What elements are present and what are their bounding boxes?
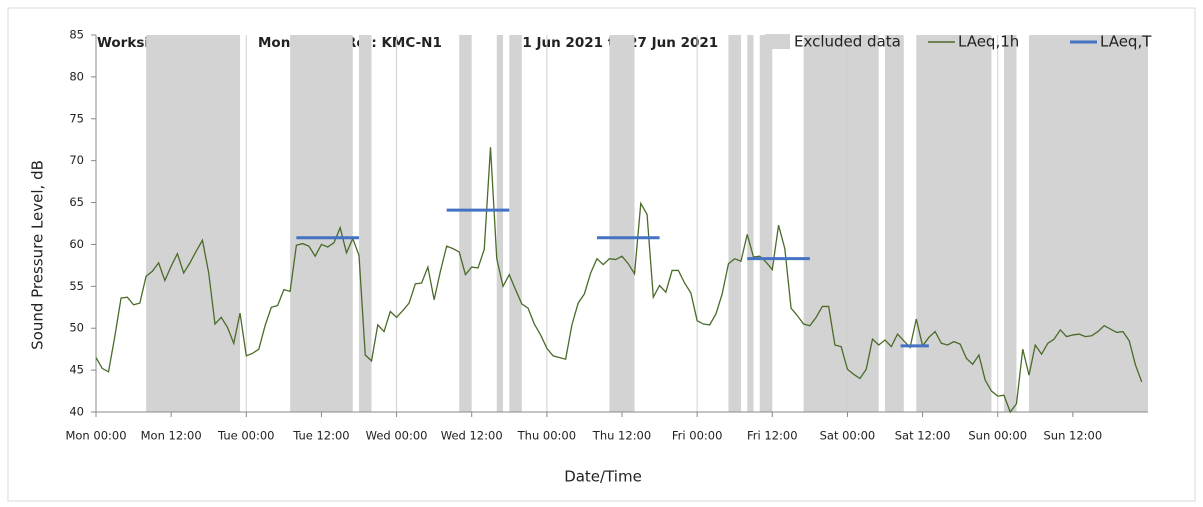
- x-tick-label: Sun 00:00: [968, 429, 1027, 443]
- excluded-band: [885, 35, 904, 412]
- y-tick-label: 55: [69, 279, 84, 293]
- x-tick-label: Sat 12:00: [895, 429, 951, 443]
- x-tick-label: Thu 00:00: [517, 429, 576, 443]
- x-tick-label: Tue 00:00: [217, 429, 274, 443]
- x-tick-label: Sat 00:00: [820, 429, 876, 443]
- excluded-band: [1029, 35, 1148, 412]
- excluded-band: [803, 35, 879, 412]
- x-tick-label: Thu 12:00: [592, 429, 651, 443]
- y-tick-label: 65: [69, 195, 84, 209]
- y-axis-label: Sound Pressure Level, dB: [29, 160, 47, 350]
- excluded-band: [609, 35, 635, 412]
- excluded-band: [496, 35, 504, 412]
- excluded-band: [359, 35, 372, 412]
- excluded-band: [759, 35, 773, 412]
- y-tick-label: 40: [69, 405, 84, 419]
- x-tick-label: Fri 00:00: [672, 429, 723, 443]
- x-axis-label: Date/Time: [564, 468, 642, 486]
- x-tick-label: Fri 12:00: [747, 429, 798, 443]
- excluded-band: [747, 35, 754, 412]
- excluded-band: [728, 35, 741, 412]
- x-tick-label: Sun 12:00: [1044, 429, 1103, 443]
- excluded-band: [146, 35, 241, 412]
- excluded-band: [509, 35, 522, 412]
- y-tick-label: 75: [69, 111, 84, 125]
- y-tick-label: 80: [69, 69, 84, 83]
- x-tick-label: Mon 12:00: [141, 429, 202, 443]
- excluded-band: [459, 35, 472, 412]
- y-tick-label: 85: [69, 28, 84, 42]
- excluded-band: [916, 35, 992, 412]
- legend-label: LAeq,T: [1100, 33, 1152, 51]
- x-tick-label: Wed 00:00: [366, 429, 428, 443]
- legend-swatch: [765, 34, 790, 49]
- excluded-band: [1003, 35, 1017, 412]
- excluded-band: [290, 35, 353, 412]
- y-tick-label: 45: [69, 363, 84, 377]
- x-tick-label: Tue 12:00: [292, 429, 349, 443]
- x-tick-label: Mon 00:00: [65, 429, 126, 443]
- y-tick-label: 60: [69, 237, 84, 251]
- legend-label: Excluded data: [794, 33, 901, 51]
- y-tick-label: 70: [69, 153, 84, 167]
- x-tick-label: Wed 12:00: [441, 429, 503, 443]
- legend-label: LAeq,1h: [958, 33, 1019, 51]
- frame: [7, 7, 1196, 502]
- series-line: [95, 147, 1143, 414]
- y-tick-label: 50: [69, 321, 84, 335]
